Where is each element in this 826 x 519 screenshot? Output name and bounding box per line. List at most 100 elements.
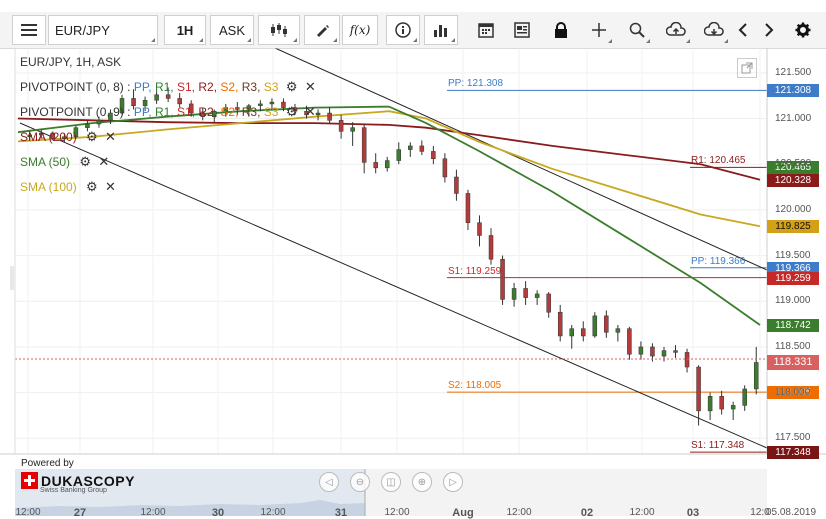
sma-lines <box>17 105 761 326</box>
gear-icon[interactable]: ⚙ <box>86 179 98 194</box>
close-icon[interactable]: ✕ <box>304 79 316 94</box>
news-button[interactable] <box>506 15 538 45</box>
menu-button[interactable] <box>12 15 46 45</box>
candle-body <box>269 101 275 105</box>
dukascopy-logo[interactable]: DUKASCOPY <box>21 472 135 489</box>
legend-s1: S1, <box>177 80 196 94</box>
candle-body <box>27 134 33 138</box>
candle-body <box>742 388 747 406</box>
chart-type-button[interactable] <box>258 15 300 45</box>
gear-icon[interactable]: ⚙ <box>285 104 298 119</box>
zoom-in-button[interactable]: ⊕ <box>412 472 432 492</box>
candle-body <box>177 98 182 105</box>
pivot-level-label: R1: 120.465 <box>691 155 746 167</box>
pivot-level-label: S1: 117.348 <box>691 440 745 452</box>
crosshair-button[interactable] <box>584 15 614 45</box>
candlestick-icon <box>271 23 287 37</box>
gear-icon[interactable]: ⚙ <box>86 129 98 144</box>
candle-body <box>108 112 113 121</box>
lock-button[interactable] <box>546 15 576 45</box>
brand-tagline: Swiss Banking Group <box>40 487 107 494</box>
chevron-left-icon: ◁ <box>325 476 333 488</box>
candle-body <box>419 145 425 152</box>
calendar-button[interactable] <box>470 15 502 45</box>
nav-forward-button[interactable]: ▷ <box>443 472 463 492</box>
candle-body <box>431 151 436 159</box>
candle-body <box>338 120 344 132</box>
candle-body <box>281 101 286 108</box>
price-tag: 120.465 <box>767 161 819 175</box>
y-axis-tick-label: 119.000 <box>775 295 811 307</box>
candle-body <box>557 311 563 337</box>
legend-s3: S3 <box>263 80 279 94</box>
x-axis-tick-label: 12:00 <box>140 507 166 518</box>
gear-icon[interactable]: ⚙ <box>79 154 92 169</box>
draw-tool-button[interactable] <box>304 15 340 45</box>
instrument-label: EUR/JPY <box>55 22 110 38</box>
side-label: ASK <box>218 22 245 38</box>
scroll-right-button[interactable] <box>758 15 780 45</box>
candle-body <box>361 127 367 163</box>
reset-view-button[interactable]: ◫ <box>381 472 401 492</box>
scroll-left-button[interactable] <box>732 15 754 45</box>
y-axis-tick-label: 118.000 <box>775 386 811 398</box>
indicators-button[interactable]: f(x) <box>342 15 378 45</box>
legend-r2: R2, <box>198 80 218 94</box>
legend-s1: S1, <box>177 105 196 119</box>
zoom-in-icon: ⊕ <box>417 476 427 488</box>
legend-sma-label: SMA (100) <box>20 180 77 194</box>
bars-button[interactable] <box>424 15 458 45</box>
pivot-level-label: S1: 119.259 <box>448 265 502 277</box>
candle-body <box>119 98 125 114</box>
close-icon[interactable]: ✕ <box>105 129 116 144</box>
price-tag: 118.005 <box>767 386 819 400</box>
settings-button[interactable] <box>790 15 816 45</box>
instrument-select[interactable]: EUR/JPY <box>48 15 158 45</box>
cloud-download-icon <box>704 22 724 36</box>
info-button[interactable] <box>386 15 420 45</box>
candle-body <box>154 94 159 101</box>
lock-icon <box>555 22 567 38</box>
legend-r3: R3, <box>241 80 261 94</box>
legend-r1: R1, <box>154 105 174 119</box>
candle-body <box>627 328 632 355</box>
candle-body <box>96 120 102 125</box>
candle-body <box>569 328 574 337</box>
candle-body <box>200 112 205 117</box>
close-icon[interactable]: ✕ <box>105 179 116 194</box>
price-tag: 117.348 <box>767 446 819 460</box>
side-select[interactable]: ASK <box>210 15 254 45</box>
candle-body <box>650 346 655 357</box>
candle-body <box>730 405 736 410</box>
sma200-line <box>17 117 761 181</box>
zoom-out-icon: ⊖ <box>355 476 365 488</box>
candle-body <box>327 112 332 121</box>
x-axis-tick-label: 12:00 <box>260 507 286 518</box>
x-axis-tick-label: 05.08.2019 <box>765 507 817 518</box>
legend-pp: PP, <box>133 105 152 119</box>
candle-body <box>592 315 598 337</box>
price-tag: 119.366 <box>767 261 819 275</box>
zoom-button[interactable] <box>622 15 652 45</box>
bar-chart-icon <box>434 25 447 37</box>
download-button[interactable] <box>698 15 730 45</box>
legend-r3: R3, <box>241 105 261 119</box>
nav-back-button[interactable]: ◁ <box>319 472 339 492</box>
timeframe-select[interactable]: 1H <box>164 15 206 45</box>
close-icon[interactable]: ✕ <box>304 104 316 119</box>
candle-body <box>408 145 413 150</box>
price-tag: 120.328 <box>767 173 819 187</box>
candle-body <box>488 235 494 260</box>
close-icon[interactable]: ✕ <box>98 154 110 169</box>
chart-area[interactable]: EUR/JPY, 1H, ASK PIVOTPOINT (0, 8) : PP,… <box>0 48 826 519</box>
hamburger-icon <box>21 24 37 36</box>
popout-button[interactable] <box>737 58 757 78</box>
candle-body <box>684 352 690 368</box>
upload-button[interactable] <box>660 15 692 45</box>
candles <box>27 87 759 426</box>
zoom-out-button[interactable]: ⊖ <box>350 472 370 492</box>
gear-icon[interactable]: ⚙ <box>285 79 298 94</box>
candle-body <box>165 94 171 99</box>
calendar-icon <box>478 23 494 38</box>
candle-body <box>465 193 471 223</box>
